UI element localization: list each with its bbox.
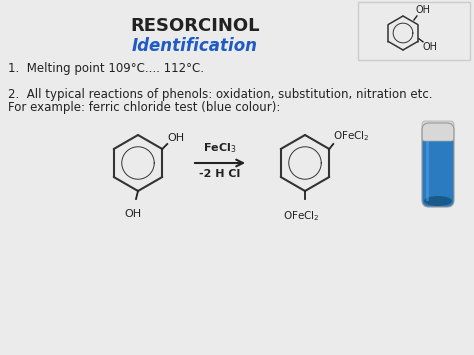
FancyBboxPatch shape (422, 136, 454, 207)
FancyBboxPatch shape (422, 121, 454, 141)
Text: For example: ferric chloride test (blue colour):: For example: ferric chloride test (blue … (8, 101, 281, 114)
Text: FeCl$_3$: FeCl$_3$ (203, 141, 237, 155)
Text: OH: OH (416, 5, 431, 15)
Text: -2 H Cl: -2 H Cl (200, 169, 241, 179)
Text: 1.  Melting point 109°C.... 112°C.: 1. Melting point 109°C.... 112°C. (8, 62, 204, 75)
Bar (358, 2, 470, 60)
Text: RESORCINOL: RESORCINOL (130, 17, 260, 35)
Bar (426, 140, 429, 201)
Text: OFeCl$_2$: OFeCl$_2$ (283, 209, 319, 223)
Text: OH: OH (124, 209, 141, 219)
Ellipse shape (424, 196, 452, 206)
Text: Identification: Identification (132, 37, 258, 55)
Text: OH: OH (423, 42, 438, 52)
Text: OFeCl$_2$: OFeCl$_2$ (333, 129, 370, 143)
Text: 2.  All typical reactions of phenols: oxidation, substitution, nitration etc.: 2. All typical reactions of phenols: oxi… (8, 88, 432, 101)
Text: OH: OH (167, 133, 184, 143)
